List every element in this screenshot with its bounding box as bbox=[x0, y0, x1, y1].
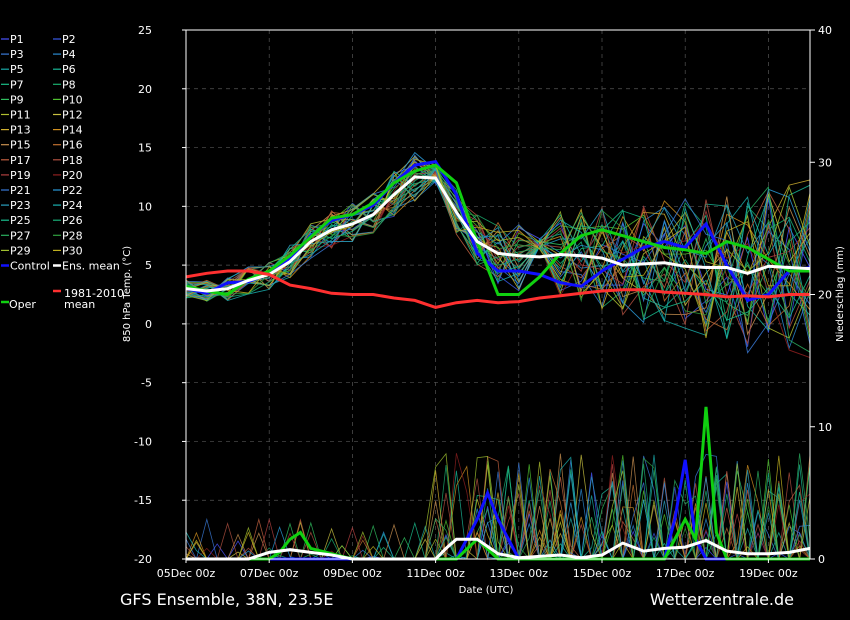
legend-label: P5 bbox=[10, 63, 24, 76]
precip-line-oper bbox=[186, 406, 810, 561]
temp-line-1981-2010-mean bbox=[185, 269, 810, 309]
legend-label: P4 bbox=[62, 48, 76, 61]
legend-label: P8 bbox=[62, 78, 76, 91]
y-tick-label: 0 bbox=[145, 318, 152, 331]
ensemble-member-line bbox=[185, 166, 811, 323]
legend-label: P20 bbox=[62, 169, 83, 182]
y-tick-label: 20 bbox=[138, 83, 152, 96]
legend-label: Ens. mean bbox=[62, 260, 120, 273]
legend-label: P10 bbox=[62, 93, 83, 106]
legend-label: P7 bbox=[10, 78, 24, 91]
temp-line-oper bbox=[185, 163, 810, 297]
ensemble-member-lines bbox=[185, 151, 811, 561]
ensemble-member-line bbox=[185, 168, 811, 296]
y2-tick-label: 40 bbox=[818, 24, 832, 37]
legend-label: P16 bbox=[62, 139, 83, 152]
legend-label: P13 bbox=[10, 124, 31, 137]
legend-label: P18 bbox=[62, 154, 83, 167]
y-tick-label: -10 bbox=[134, 435, 152, 448]
legend-label: P12 bbox=[62, 109, 83, 122]
legend-label: P22 bbox=[62, 184, 83, 197]
y2-axis-label: Niederschlag (mm) bbox=[835, 246, 846, 342]
legend-label: P15 bbox=[10, 139, 31, 152]
footer-site-name: Wetterzentrale.de bbox=[650, 590, 794, 609]
legend-label: P6 bbox=[62, 63, 76, 76]
temp-line-control bbox=[185, 160, 811, 303]
legend-label: P21 bbox=[10, 184, 31, 197]
y2-tick-label: 0 bbox=[818, 553, 825, 566]
legend-label: Control bbox=[10, 260, 50, 273]
y-tick-label: -5 bbox=[141, 377, 152, 390]
legend-label: P19 bbox=[10, 169, 31, 182]
precip-line-ens-mean bbox=[186, 537, 811, 561]
x-tick-label: 19Dec 00z bbox=[739, 567, 798, 580]
legend-label: Oper bbox=[9, 298, 36, 311]
footer-model-info: GFS Ensemble, 38N, 23.5E bbox=[120, 590, 333, 609]
x-tick-label: 17Dec 00z bbox=[656, 567, 715, 580]
legend-label: P2 bbox=[62, 33, 76, 46]
y-axis-label: 850 hPa Temp. (°C) bbox=[122, 246, 133, 342]
x-tick-label: 07Dec 00z bbox=[240, 567, 299, 580]
ensemble-member-line bbox=[185, 158, 811, 338]
legend-label: 1981-2010 bbox=[64, 287, 124, 300]
y2-tick-label: 20 bbox=[818, 289, 832, 302]
temp-line-ens-mean bbox=[185, 175, 811, 293]
y-tick-label: 15 bbox=[138, 142, 152, 155]
y2-tick-label: 10 bbox=[818, 421, 832, 434]
legend-label: P25 bbox=[10, 214, 31, 227]
x-tick-label: 11Dec 00z bbox=[406, 567, 465, 580]
chart-title: Athens (GR) 850 hPa Temp. & Niederschlag… bbox=[157, 3, 716, 22]
legend-label: P24 bbox=[62, 199, 83, 212]
legend-label: P26 bbox=[62, 214, 83, 227]
x-axis-label: Date (UTC) bbox=[459, 585, 514, 596]
legend: P1 P2 P3 P4 P5 P6 P7 P8 P9 P10 P11 P12 P13 P14 P15 P16 P… bbox=[1, 33, 124, 311]
legend-label: P1 bbox=[10, 33, 24, 46]
ensemble-member-line bbox=[185, 166, 811, 353]
legend-label: P30 bbox=[62, 244, 83, 257]
x-tick-label: 15Dec 00z bbox=[573, 567, 632, 580]
ensemble-member-precip-line bbox=[186, 453, 811, 560]
legend-label: P11 bbox=[10, 109, 31, 122]
y-tick-label: 10 bbox=[138, 200, 152, 213]
x-tick-label: 13Dec 00z bbox=[490, 567, 549, 580]
legend-label: P17 bbox=[10, 154, 31, 167]
y-tick-label: -15 bbox=[134, 494, 152, 507]
legend-label: P29 bbox=[10, 244, 31, 257]
ensemble-member-line bbox=[185, 165, 811, 324]
y-tick-label: -20 bbox=[134, 553, 152, 566]
legend-label: P3 bbox=[10, 48, 24, 61]
y-tick-label: 25 bbox=[138, 24, 152, 37]
ensemble-member-line bbox=[185, 167, 811, 321]
legend-label: P28 bbox=[62, 229, 83, 242]
x-tick-label: 09Dec 00z bbox=[323, 567, 382, 580]
legend-label: P23 bbox=[10, 199, 31, 212]
legend-label: P9 bbox=[10, 93, 24, 106]
legend-label: P27 bbox=[10, 229, 31, 242]
x-tick-label: 05Dec 00z bbox=[157, 567, 216, 580]
legend-label: mean bbox=[64, 298, 95, 311]
ensemble-member-precip-line bbox=[185, 455, 810, 560]
axes: 25 20 15 10 5 0 -5 -10 -15 -20 40 30 20 10 0 05Dec 00z 0… bbox=[134, 24, 832, 580]
y-tick-label: 5 bbox=[145, 259, 152, 272]
y2-tick-label: 30 bbox=[818, 156, 832, 169]
legend-label: P14 bbox=[62, 124, 83, 137]
ensemble-member-line bbox=[185, 174, 811, 311]
